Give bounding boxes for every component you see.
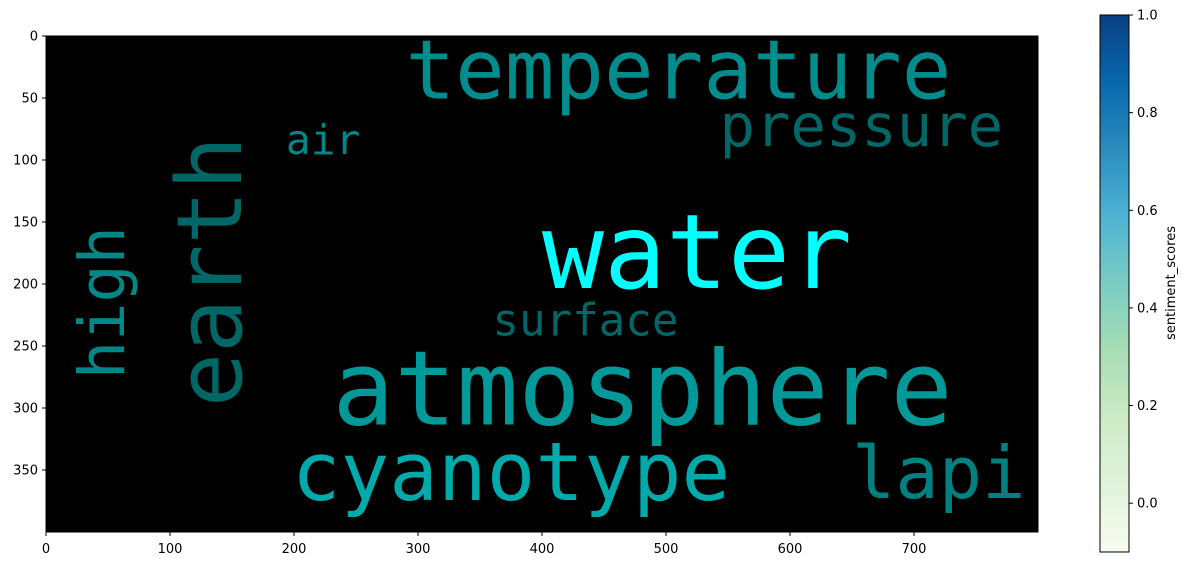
x-tick-label: 600 [778,542,803,557]
colorbar: 0.0 0.2 0.4 0.6 0.8 1.0 sentiment_scores [1099,9,1179,553]
colorbar-ticks: 0.0 0.2 0.4 0.6 0.8 1.0 [1129,9,1158,512]
y-tick-label: 200 [13,278,38,293]
word-atmosphere: atmosphere [332,329,952,449]
x-tick-label: 700 [902,542,927,557]
x-tick-label: 300 [406,542,431,557]
word-pressure: pressure [720,91,1004,160]
word-earth: earth [158,136,263,407]
colorbar-tick-label: 0.8 [1137,106,1158,121]
colorbar-tick-label: 0.6 [1137,204,1158,219]
wordcloud-background [46,36,1038,532]
x-tick-label: 100 [158,542,183,557]
y-tick-label: 250 [13,340,38,355]
y-tick-label: 300 [13,402,38,417]
x-tick-label: 400 [530,542,555,557]
x-tick-label: 500 [654,542,679,557]
word-surface: surface [492,296,678,347]
colorbar-label: sentiment_scores [1164,226,1179,340]
y-tick-label: 150 [13,216,38,231]
y-tick-label: 350 [13,464,38,479]
x-axis: 0 100 200 300 400 500 600 700 [42,532,927,557]
word-high: high [65,226,139,379]
word-lapi: lapi [852,431,1026,515]
y-tick-label: 100 [13,154,38,169]
colorbar-tick-label: 0.0 [1137,497,1158,512]
colorbar-tick-label: 1.0 [1137,9,1158,24]
word-temperature: temperature [405,23,951,119]
word-cyanotype: cyanotype [292,426,731,520]
word-water: water [542,193,852,313]
colorbar-tick-label: 0.2 [1137,399,1158,414]
x-tick-label: 0 [42,542,50,557]
y-tick-label: 0 [30,30,38,45]
y-axis: 0 50 100 150 200 250 300 350 [13,30,46,479]
colorbar-tick-label: 0.4 [1137,301,1158,316]
x-tick-label: 200 [282,542,307,557]
word-air: air [286,116,360,164]
y-tick-label: 50 [21,92,38,107]
colorbar-gradient [1099,14,1130,553]
